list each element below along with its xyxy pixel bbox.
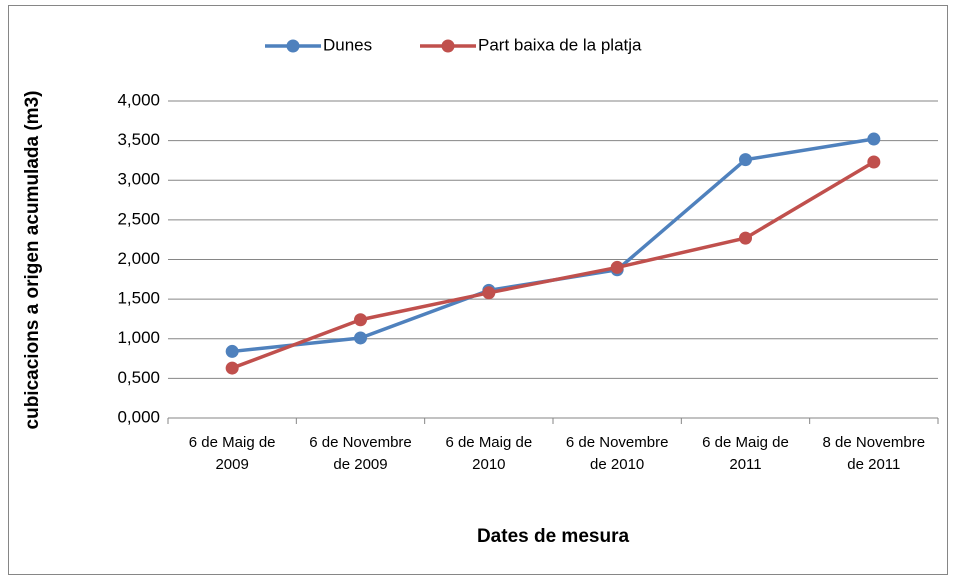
x-tick-label: 6 de Novembre de 2010 (565, 434, 669, 473)
legend-marker (441, 39, 455, 53)
y-tick-label: 0,500 (117, 368, 160, 387)
chart-frame (8, 5, 948, 575)
line (231, 160, 875, 370)
y-tick-label: 3,000 (117, 170, 160, 189)
x-tick-label: 6 de Novembre de 2009 (309, 434, 412, 473)
legend-label: Dunes (323, 35, 372, 54)
marker (867, 155, 881, 169)
legend-label: Part baixa de la platja (478, 35, 642, 54)
y-tick-label: 4,000 (117, 90, 160, 109)
marker (225, 361, 239, 375)
marker (867, 132, 881, 146)
y-tick-label: 1,500 (117, 289, 160, 308)
y-tick-label: 2,500 (117, 209, 160, 228)
marker (739, 231, 752, 245)
y-tick-label: 3,500 (117, 130, 160, 149)
marker (482, 286, 496, 300)
x-tick-label: 8 de Novembre de 2011 (822, 434, 926, 473)
legend-marker (286, 39, 300, 53)
marker (225, 344, 239, 358)
x-axis-title: Dates de mesura (477, 526, 630, 547)
y-tick-label: 1,000 (117, 328, 160, 347)
marker (354, 313, 367, 327)
x-tick-label: 6 de Maig de 2009 (188, 434, 276, 473)
y-axis-title: cubicacions a origen acumulada (m3) (22, 91, 43, 430)
y-tick-label: 0,000 (117, 407, 160, 426)
marker (610, 260, 624, 274)
x-tick-label: 6 de Maig de 2010 (445, 434, 533, 473)
marker (739, 153, 752, 167)
y-tick-label: 2,000 (117, 249, 160, 268)
marker (354, 331, 367, 345)
x-tick-label: 6 de Maig de 2011 (702, 434, 789, 473)
